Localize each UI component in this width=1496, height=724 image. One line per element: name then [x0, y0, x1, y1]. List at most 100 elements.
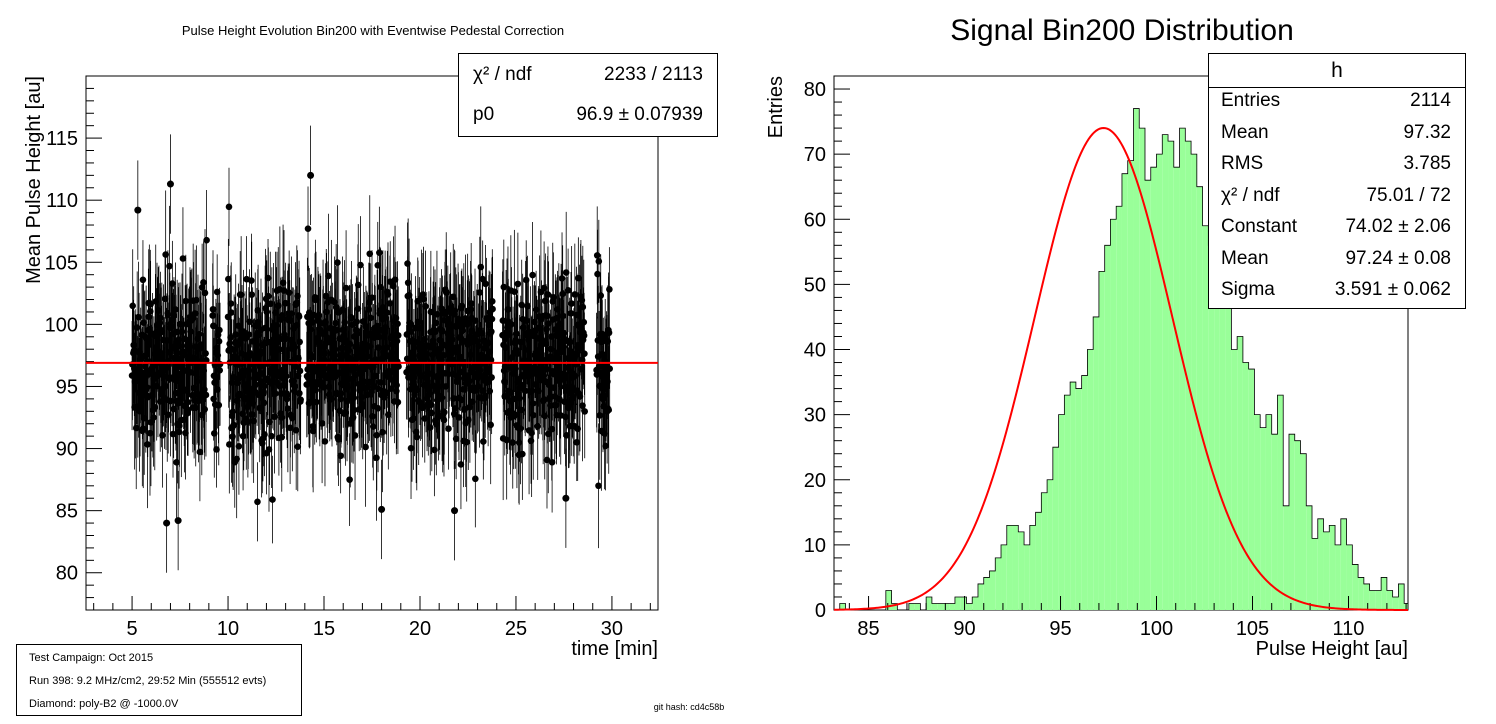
right-x-axis-label: Pulse Height [au]: [1256, 638, 1408, 660]
left-data-point: [352, 371, 359, 379]
left-data-point: [431, 446, 438, 454]
left-data-point: [163, 364, 170, 371]
stats-row-value: 3.785: [1403, 153, 1451, 174]
left-data-point: [232, 354, 240, 362]
left-data-point: [606, 365, 613, 372]
left-data-point: [390, 282, 397, 290]
left-data-point: [442, 289, 450, 296]
left-data-point: [233, 397, 241, 404]
left-data-point: [544, 291, 552, 298]
left-data-point: [467, 300, 475, 307]
left-data-point: [142, 335, 150, 342]
left-data-point: [360, 318, 367, 325]
left-data-point: [438, 394, 446, 402]
left-outlier-point: [307, 171, 315, 179]
left-data-point: [412, 428, 420, 436]
right-y-axis-label: Entries: [765, 76, 787, 138]
histogram-bar: [949, 603, 955, 610]
left-data-point: [525, 336, 532, 344]
left-data-point: [232, 331, 240, 338]
fit-p0-value: 96.9 ± 0.07939: [576, 104, 703, 125]
left-data-point: [272, 309, 279, 316]
left-data-point: [167, 397, 174, 405]
left-data-point: [404, 279, 412, 287]
left-data-point: [450, 395, 458, 402]
left-data-point: [292, 363, 300, 370]
right-x-tick-label: 85: [857, 618, 879, 640]
left-data-point: [255, 331, 263, 339]
left-data-point: [263, 308, 271, 316]
left-data-point: [256, 404, 264, 412]
left-data-point: [599, 350, 606, 358]
left-data-point: [164, 311, 172, 318]
left-data-point: [475, 342, 482, 350]
left-data-point: [518, 301, 526, 309]
left-data-point: [309, 427, 317, 435]
right-y-tick-label: 40: [804, 340, 826, 362]
left-data-point: [350, 406, 358, 414]
histogram-bar: [1185, 141, 1192, 610]
right-x-tick-label: 110: [1333, 618, 1365, 640]
left-data-point: [202, 391, 210, 399]
left-data-point: [433, 420, 440, 428]
histogram-bar: [1196, 186, 1203, 610]
left-data-point: [239, 410, 246, 418]
left-data-point: [348, 314, 355, 322]
left-data-point: [152, 298, 160, 305]
left-data-point: [577, 365, 585, 373]
left-data-point: [323, 308, 330, 316]
histogram-bar: [995, 557, 1002, 610]
left-data-point: [427, 308, 435, 316]
right-x-tick-label: 90: [953, 618, 975, 640]
histogram-bar: [1098, 271, 1105, 610]
left-data-point: [183, 386, 191, 394]
histogram-bar: [960, 596, 967, 610]
left-data-point: [198, 411, 206, 419]
histogram-bar: [1317, 518, 1324, 610]
left-data-point: [579, 402, 586, 409]
left-data-point: [367, 314, 375, 322]
left-data-point: [345, 375, 352, 383]
left-data-point: [345, 347, 353, 354]
left-data-point: [282, 299, 289, 307]
left-data-point: [554, 306, 561, 313]
histogram-bar: [1260, 427, 1266, 610]
left-x-tick-label: 20: [409, 618, 431, 640]
left-data-point: [214, 351, 222, 359]
left-data-point: [141, 352, 148, 360]
left-data-point: [605, 329, 613, 337]
left-data-point: [164, 411, 172, 419]
left-data-point: [337, 452, 344, 460]
left-data-point: [365, 299, 373, 306]
histogram-bar: [1214, 271, 1220, 610]
left-data-point: [546, 353, 554, 360]
left-data-point: [169, 430, 177, 438]
histogram-bar: [1288, 434, 1295, 610]
left-data-point: [254, 307, 262, 314]
left-data-point: [157, 314, 164, 322]
left-data-point: [377, 283, 384, 291]
histogram-bar: [1058, 414, 1065, 610]
left-data-point: [163, 337, 171, 344]
left-data-point: [151, 404, 159, 411]
left-data-point: [237, 291, 245, 299]
left-data-point: [214, 386, 221, 393]
left-data-point: [138, 370, 145, 377]
histogram-bar: [1231, 349, 1238, 610]
left-data-point: [524, 302, 531, 310]
left-data-point: [513, 350, 521, 358]
left-data-point: [531, 318, 538, 326]
left-data-point: [410, 374, 418, 381]
left-data-point: [457, 461, 465, 468]
left-data-point: [504, 306, 512, 313]
left-data-point: [162, 251, 169, 258]
left-data-point: [388, 349, 395, 357]
left-data-point: [227, 300, 235, 307]
left-data-point: [600, 392, 608, 399]
left-data-point: [442, 383, 450, 390]
left-data-point: [465, 377, 473, 385]
left-data-point: [432, 373, 440, 381]
left-data-point: [295, 355, 302, 362]
left-data-point: [487, 356, 495, 364]
left-data-point: [548, 425, 556, 433]
